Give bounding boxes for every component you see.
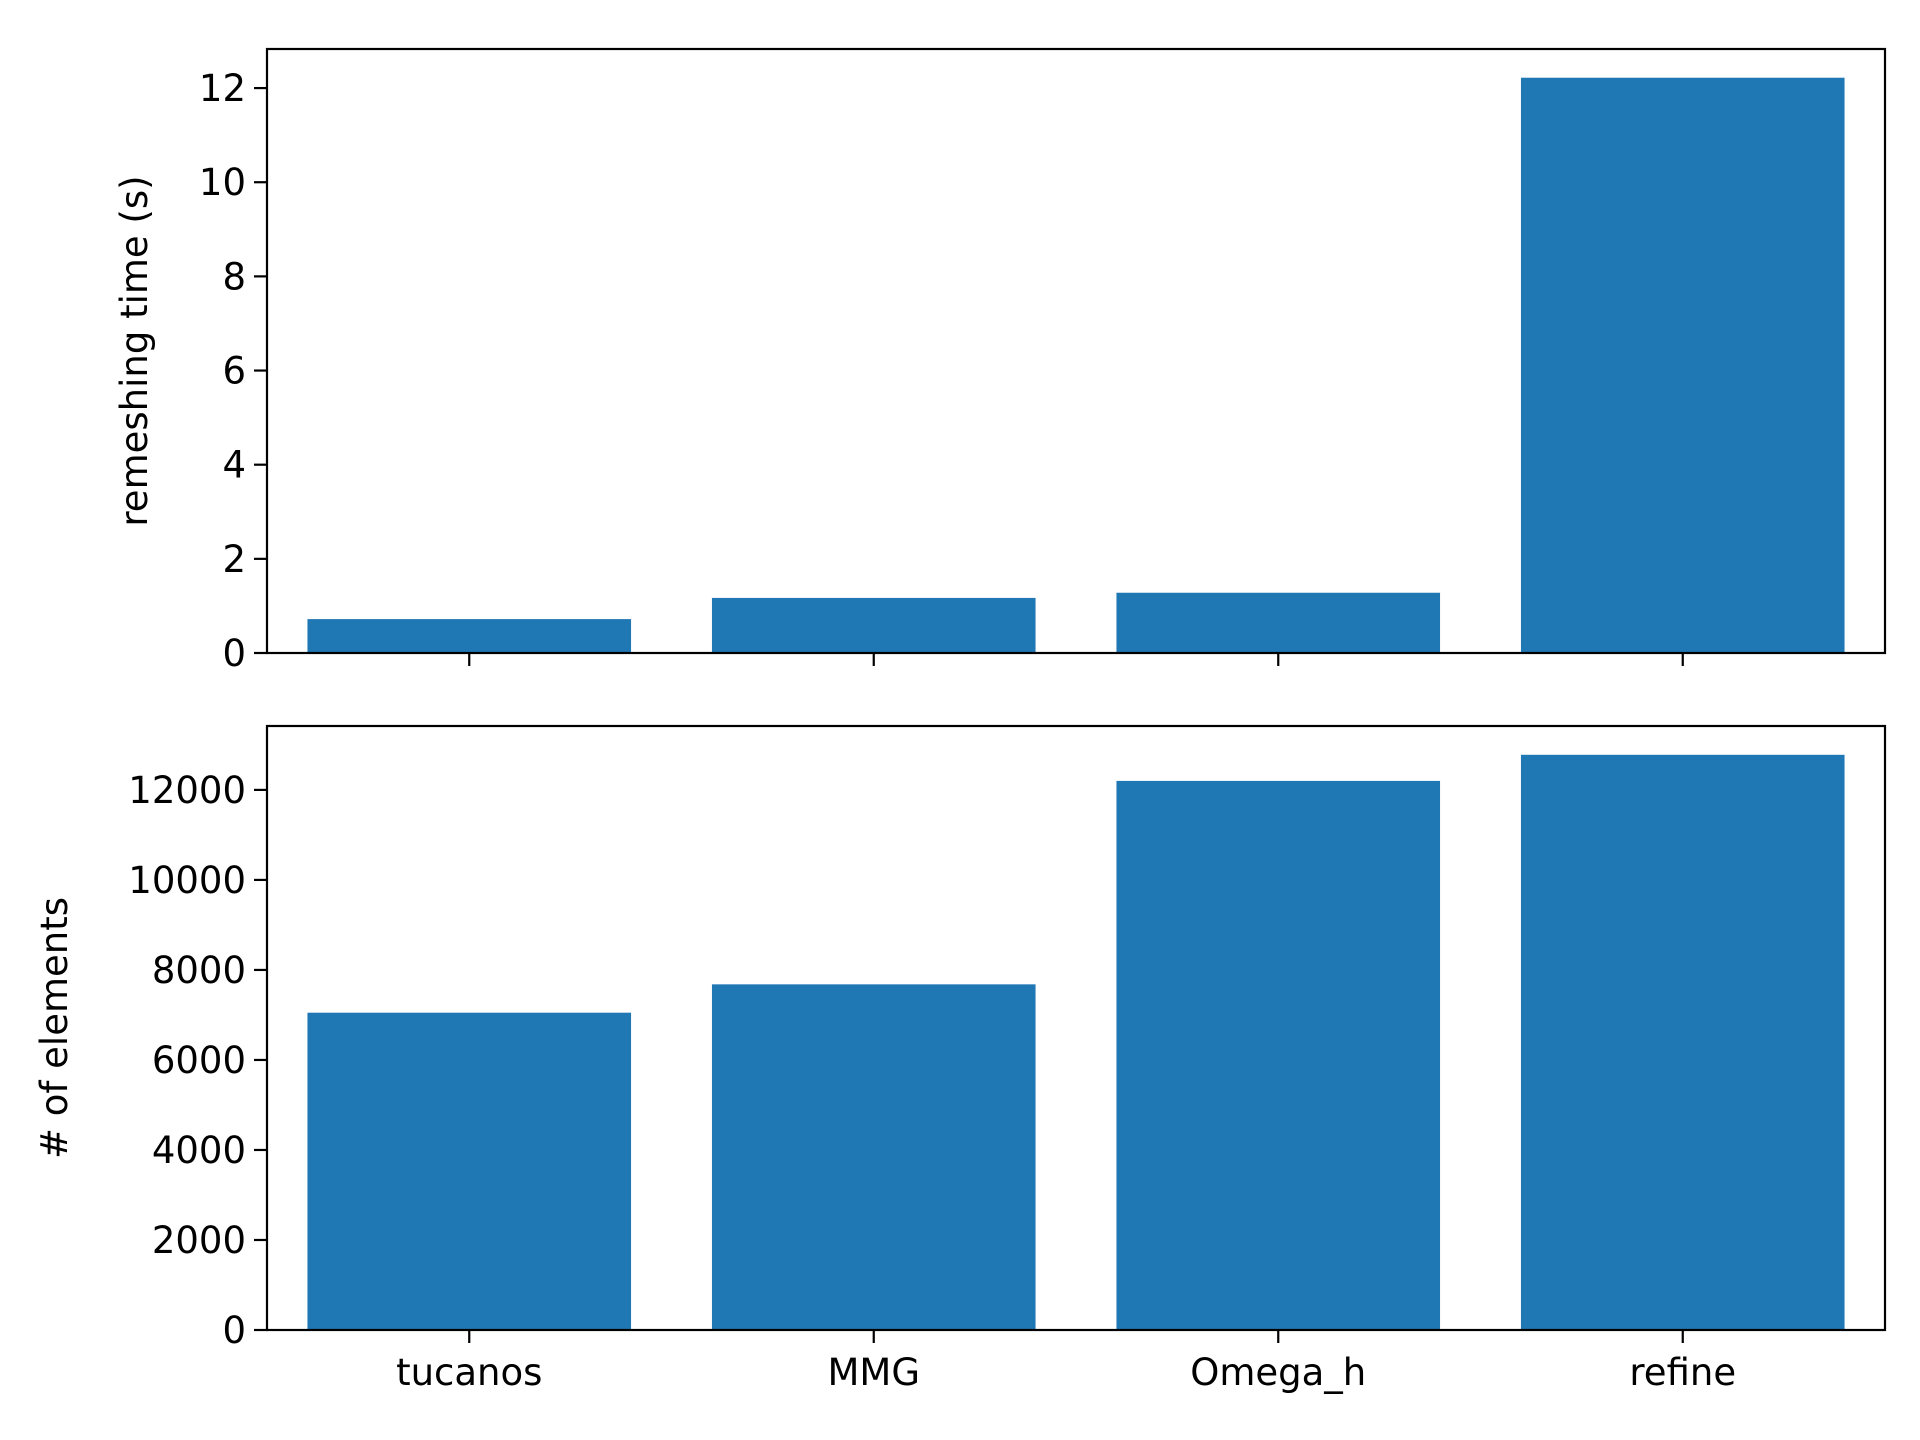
y-ticks-group: 0 2000 4000 6000 8000 10000 12000 [128, 769, 267, 1352]
top-panel-remeshing-time: 0 2 4 6 8 10 12 remeshing time (s) [113, 47, 1887, 675]
x-ticks-group: tucanos MMG Omega_h refine [396, 1330, 1736, 1394]
bottom-panel-element-count: 0 2000 4000 6000 8000 10000 12000 tucanos MMG Om… [33, 724, 1887, 1394]
y-tick-label: 6000 [152, 1039, 246, 1082]
y-ticks-group: 0 2 4 6 8 10 12 [199, 67, 267, 675]
bar-tucanos [307, 619, 632, 653]
y-tick-label: 10000 [128, 859, 246, 902]
y-tick-label: 0 [222, 632, 246, 675]
y-tick-label: 8000 [152, 949, 246, 992]
x-ticks-group [468, 653, 1684, 666]
x-tick-label: refine [1629, 1351, 1736, 1394]
y-axis-label: remeshing time (s) [113, 175, 156, 526]
y-tick-label: 0 [222, 1309, 246, 1352]
y-tick-label: 12 [199, 67, 246, 110]
bar-refine [1520, 77, 1845, 654]
y-tick-label: 8 [222, 255, 246, 298]
x-tick-label: Omega_h [1190, 1351, 1366, 1394]
y-tick-label: 4 [222, 444, 246, 487]
bars-group [307, 77, 1845, 654]
y-tick-label: 12000 [128, 769, 246, 812]
x-tick-label: tucanos [396, 1351, 542, 1394]
bar-mmg [711, 984, 1036, 1330]
y-tick-label: 2 [222, 538, 246, 581]
plot-frame [265, 47, 1887, 655]
y-tick-label: 10 [199, 161, 246, 204]
bar-refine [1520, 754, 1845, 1330]
bar-mmg [711, 597, 1036, 653]
y-tick-label: 2000 [152, 1219, 246, 1262]
x-tick-label: MMG [827, 1351, 920, 1394]
bars-group [307, 754, 1845, 1330]
y-axis-label: # of elements [33, 897, 76, 1159]
bar-tucanos [307, 1012, 632, 1330]
plot-frame [265, 724, 1887, 1332]
bar-omega-h [1116, 592, 1441, 653]
bar-omega-h [1116, 780, 1441, 1330]
y-tick-label: 4000 [152, 1129, 246, 1172]
y-tick-label: 6 [222, 350, 246, 393]
